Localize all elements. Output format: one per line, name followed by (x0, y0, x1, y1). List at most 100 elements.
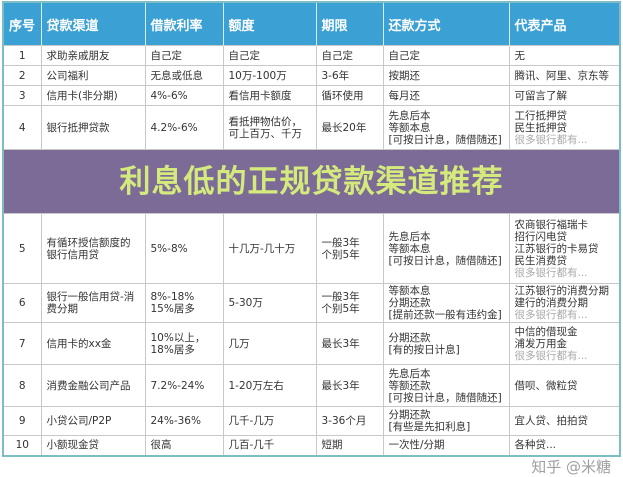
cell-rate: 24%-36% (144, 406, 224, 436)
banner-row: 利息低的正规贷款渠道推荐 (3, 150, 620, 214)
cell-amount: 自己定 (222, 45, 317, 66)
cell-rate: 5%-8% (144, 213, 224, 284)
cell-term: 最长3年 (315, 364, 384, 407)
cell-term: 3-6年 (315, 65, 384, 86)
cell-products: 各种贷... (508, 435, 621, 456)
product-item: 可留言了解 (514, 89, 568, 102)
cell-amount: 几万 (222, 322, 317, 365)
cell-products: 农商银行福瑞卡 招行闪电贷 江苏银行的卡易贷 民生消费贷 很多银行都有... (508, 213, 621, 284)
cell-rate: 8%-18% 15%居多 (144, 283, 224, 323)
cell-repay: 分期还款 [有些是先扣利息] (382, 406, 510, 436)
cell-amount: 1-20万左右 (222, 364, 317, 407)
cell-repay: 等额本息 分期还款 [提前还款一般有违约金] (382, 283, 510, 323)
cell-channel: 银行一般信用贷-消费分期 (40, 283, 146, 323)
cell-channel: 有循环授信额度的银行信用贷 (40, 213, 146, 284)
cell-channel: 小额现金贷 (40, 435, 146, 456)
column-header: 额度 (223, 2, 317, 46)
cell-channel: 公司福利 (40, 65, 146, 86)
cell-repay: 一次性/分期 (382, 435, 510, 456)
cell-amount: 看信用卡额度 (222, 85, 317, 106)
cell-channel: 银行抵押贷款 (40, 105, 146, 150)
cell-no: 7 (2, 322, 42, 365)
table-row: 5 有循环授信额度的银行信用贷 5%-8% 十几万-几十万 一般3年 个别5年 先息后本 等额… (2, 213, 621, 284)
cell-amount: 看抵押物估价，可上百万、千万 (222, 105, 317, 150)
table-row: 3 信用卡(非分期) 4%-6% 看信用卡额度 循环使用 每月还 可留言了解 (2, 85, 621, 106)
cell-channel: 小贷公司/P2P (40, 406, 146, 436)
cell-rate: 自己定 (144, 45, 224, 66)
table-row: 6 银行一般信用贷-消费分期 8%-18% 15%居多 5-30万 一般3年 个别5年 等额本… (2, 283, 621, 323)
watermark: 知乎 @米糖 (531, 457, 611, 476)
product-more: 很多银行都有... (514, 349, 588, 362)
column-header: 期限 (316, 2, 384, 46)
product-item: 无 (514, 49, 526, 62)
cell-products: 工行抵押贷 民生抵押贷 很多银行都有... (508, 105, 621, 150)
cell-repay: 先息后本 等额本息 [可按日计息，随借随还] (382, 213, 510, 284)
cell-repay: 分期还款 [有的按日计息] (382, 322, 510, 365)
cell-products: 宜人贷、拍拍贷 (508, 406, 621, 436)
table-row: 1 求助亲戚朋友 自己定 自己定 自己定 自己定无 (2, 45, 621, 66)
cell-channel: 信用卡的xx金 (40, 322, 146, 365)
product-more: 很多银行都有... (514, 133, 588, 146)
table-row: 9 小贷公司/P2P 24%-36% 几千-几万 3-36个月 分期还款 [有些是先扣利息]… (2, 406, 621, 436)
cell-channel: 求助亲戚朋友 (40, 45, 146, 66)
product-item: 宜人贷、拍拍贷 (514, 415, 589, 427)
table-row: 4 银行抵押贷款 4.2%-6% 看抵押物估价，可上百万、千万 最长20年 先息后本 等额本… (2, 105, 621, 150)
cell-channel: 信用卡(非分期) (40, 85, 146, 106)
product-item: 工行抵押贷 (514, 109, 568, 122)
cell-term: 循环使用 (315, 85, 384, 106)
column-header: 借款利率 (145, 2, 224, 46)
column-header: 序号 (3, 2, 42, 46)
product-item: 各种贷... (514, 439, 557, 452)
column-header: 贷款渠道 (41, 2, 146, 46)
product-item: 招行闪电贷 (514, 230, 568, 243)
cell-channel: 消费金融公司产品 (40, 364, 146, 407)
product-item: 民生消费贷 (514, 254, 568, 267)
cell-amount: 几千-几万 (222, 406, 317, 436)
cell-term: 自己定 (315, 45, 384, 66)
cell-products: 无 (508, 45, 621, 66)
title-banner: 利息低的正规贷款渠道推荐 (4, 150, 619, 213)
banner-cell: 利息低的正规贷款渠道推荐 (3, 150, 620, 214)
cell-no: 3 (2, 85, 42, 106)
product-item: 腾讯、阿里、京东等 (514, 69, 610, 82)
cell-products: 江苏银行的消费分期 建行的消费分期 很多银行都有... (508, 283, 621, 323)
column-header: 还款方式 (383, 2, 510, 46)
product-item: 农商银行福瑞卡 (514, 218, 589, 231)
cell-no: 10 (2, 435, 42, 456)
cell-no: 6 (2, 283, 42, 323)
product-item: 江苏银行的卡易贷 (514, 242, 599, 255)
cell-products: 腾讯、阿里、京东等 (508, 65, 621, 86)
cell-amount: 几百-几千 (222, 435, 317, 456)
product-more: 很多银行都有... (514, 309, 588, 321)
table-row: 8 消费金融公司产品 7.2%-24% 1-20万左右 最长3年 先息后本 等额还款 [可按日… (2, 364, 621, 407)
cell-repay: 每月还 (382, 85, 510, 106)
product-item: 建行的消费分期 (514, 297, 589, 309)
column-header: 代表产品 (509, 2, 621, 46)
product-item: 江苏银行的消费分期 (514, 285, 610, 297)
banner-title: 利息低的正规贷款渠道推荐 (119, 163, 504, 200)
cell-repay: 自己定 (382, 45, 510, 66)
cell-term: 一般3年 个别5年 (315, 213, 384, 284)
product-more: 很多银行都有... (514, 266, 588, 279)
loan-channel-table: 序号 贷款渠道 借款利率 额度 期限 还款方式 代表产品 1 求助亲戚朋友 自己定 自己定 自己定自… (2, 1, 621, 457)
cell-no: 9 (2, 406, 42, 436)
cell-products: 中信的借现金 浦发万用金 很多银行都有... (508, 322, 621, 365)
cell-rate: 4%-6% (144, 85, 224, 106)
table-row: 2 公司福利 无息或低息 10万-100万 3-6年 按期还 腾讯、阿里、京东等 (2, 65, 621, 86)
cell-no: 4 (2, 105, 42, 150)
product-item: 民生抵押贷 (514, 121, 568, 134)
cell-term: 短期 (315, 435, 384, 456)
cell-repay: 先息后本 等额本息 [可按日计息，随借随还] (382, 105, 510, 150)
product-item: 浦发万用金 (514, 337, 568, 350)
product-item: 借呗、微粒贷 (514, 379, 578, 392)
cell-term: 一般3年 个别5年 (315, 283, 384, 323)
cell-rate: 无息或低息 (144, 65, 224, 86)
cell-no: 2 (2, 65, 42, 86)
cell-no: 1 (2, 45, 42, 66)
cell-amount: 5-30万 (222, 283, 317, 323)
cell-repay: 先息后本 等额还款 [可按日计息，随借随还] (382, 364, 510, 407)
cell-no: 8 (2, 364, 42, 407)
cell-rate: 10%以上， 18%居多 (144, 322, 224, 365)
table-row: 7 信用卡的xx金 10%以上， 18%居多 几万 最长3年 分期还款 [有的按日计息] 中信的… (2, 322, 621, 365)
cell-repay: 按期还 (382, 65, 510, 86)
